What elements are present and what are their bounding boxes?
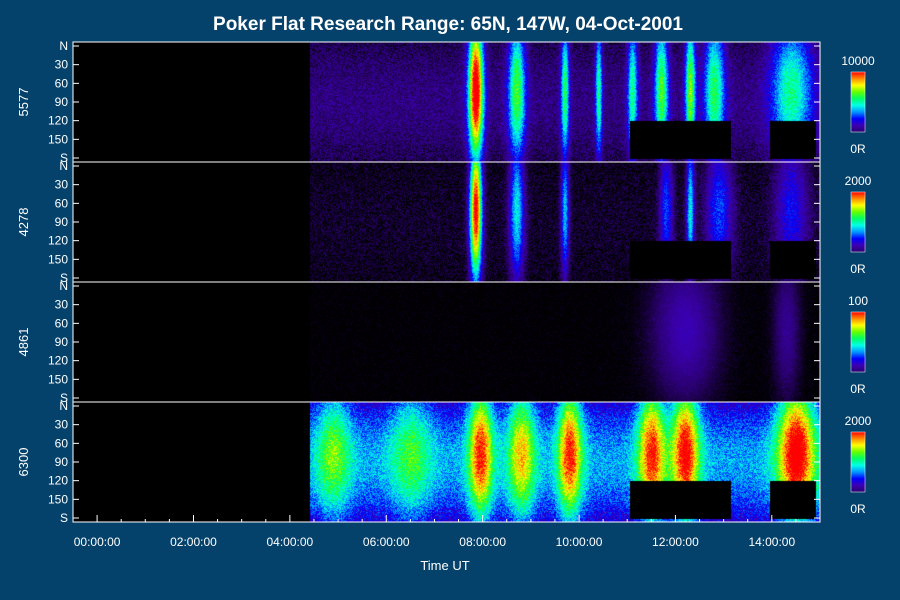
time-axis: 00:00:00 02:00:00 04:00:00 06:00:00 08:00:00…: [74, 515, 821, 549]
keogram-image-4861: [73, 282, 820, 402]
y-tick-label: 120: [48, 474, 68, 488]
y-tick-label: N: [59, 279, 68, 293]
colorbar-max-label: 100: [848, 294, 868, 308]
y-tick-label: 150: [48, 492, 68, 506]
x-tick-label: 08:00:00: [459, 535, 506, 549]
y-tick-label: 30: [55, 178, 69, 192]
y-tick-label: N: [59, 39, 68, 53]
x-tick-label: 14:00:00: [748, 535, 795, 549]
panel-label-4861: 4861: [16, 328, 31, 357]
panel-4278: N 30 60 90 120 150 S 4278: [16, 159, 821, 285]
colorbar-scale: [850, 431, 866, 493]
colorbars: 10000 0R 2000 0R 100 0R 2000 0R: [841, 54, 875, 516]
panel-4861: N 30 60 90 120 150 S 4861: [16, 279, 821, 405]
y-tick-label: S: [60, 511, 68, 525]
y-tick-label: 90: [55, 455, 69, 469]
panel-5577: N 30 60 90 120 150 S 5577: [16, 39, 821, 165]
y-tick-label: 60: [55, 76, 69, 90]
x-tick-label: 00:00:00: [74, 535, 121, 549]
y-tick-label: 60: [55, 436, 69, 450]
y-tick-label: 90: [55, 335, 69, 349]
y-tick-label: 90: [55, 95, 69, 109]
y-tick-label: 60: [55, 196, 69, 210]
y-tick-label: S: [60, 151, 68, 165]
panel-6300: N 30 60 90 120 150 S 6300: [16, 399, 821, 525]
x-tick-label: 02:00:00: [170, 535, 217, 549]
colorbar-6300: 2000 0R: [845, 414, 872, 516]
y-tick-label: S: [60, 391, 68, 405]
x-axis-label: Time UT: [420, 558, 469, 573]
x-tick-label: 06:00:00: [363, 535, 410, 549]
y-tick-label: 120: [48, 234, 68, 248]
panels: N 30 60 90 120 150 S 5577 N 30 60 90 120 150 S 4278 N 30 6…: [16, 39, 821, 525]
y-tick-label: 150: [48, 132, 68, 146]
colorbar-min-label: 0R: [850, 382, 866, 396]
colorbar-min-label: 0R: [850, 262, 866, 276]
colorbar-max-label: 2000: [845, 174, 872, 188]
colorbar-4861: 100 0R: [848, 294, 868, 396]
colorbar-min-label: 0R: [850, 142, 866, 156]
colorbar-scale: [850, 311, 866, 373]
keogram-image-4278: [73, 162, 820, 282]
y-tick-label: 120: [48, 354, 68, 368]
colorbar-scale: [850, 191, 866, 253]
y-tick-label: 30: [55, 418, 69, 432]
keogram-image-6300: [73, 402, 820, 522]
x-tick-label: 12:00:00: [652, 535, 699, 549]
colorbar-4278: 2000 0R: [845, 174, 872, 276]
colorbar-max-label: 2000: [845, 414, 872, 428]
y-tick-label: 150: [48, 252, 68, 266]
y-tick-label: 90: [55, 215, 69, 229]
y-tick-label: 30: [55, 58, 69, 72]
y-tick-label: 150: [48, 372, 68, 386]
colorbar-max-label: 10000: [841, 54, 875, 68]
panel-label-4278: 4278: [16, 208, 31, 237]
panel-label-6300: 6300: [16, 448, 31, 477]
y-tick-label: S: [60, 271, 68, 285]
x-tick-label: 04:00:00: [267, 535, 314, 549]
panel-label-5577: 5577: [16, 88, 31, 117]
y-tick-label: N: [59, 399, 68, 413]
colorbar-min-label: 0R: [850, 502, 866, 516]
chart-title: Poker Flat Research Range: 65N, 147W, 04…: [213, 14, 683, 35]
colorbar-scale: [850, 71, 866, 133]
y-tick-label: N: [59, 159, 68, 173]
y-tick-label: 60: [55, 316, 69, 330]
colorbar-5577: 10000 0R: [841, 54, 875, 156]
keogram-image-5577: [73, 42, 820, 162]
y-tick-label: 30: [55, 298, 69, 312]
y-tick-label: 120: [48, 114, 68, 128]
x-tick-label: 10:00:00: [556, 535, 603, 549]
